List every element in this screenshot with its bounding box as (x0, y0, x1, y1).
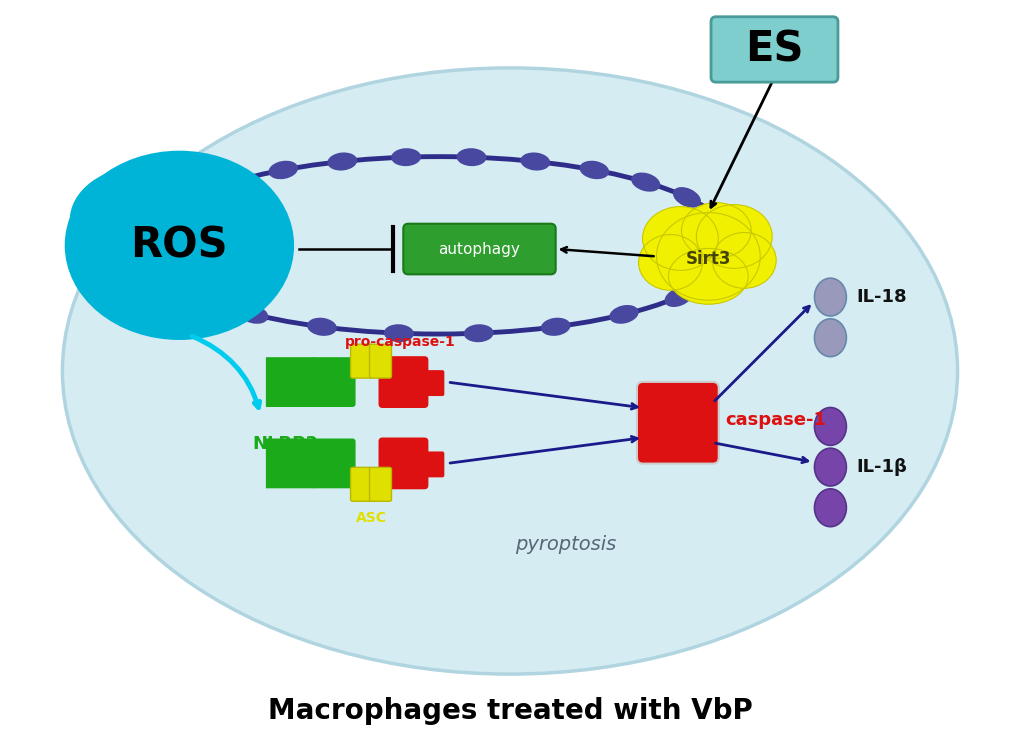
Ellipse shape (184, 287, 213, 307)
Ellipse shape (702, 264, 729, 287)
Ellipse shape (62, 68, 957, 674)
FancyBboxPatch shape (424, 451, 444, 477)
Text: pyroptosis: pyroptosis (515, 535, 615, 554)
Polygon shape (266, 357, 333, 407)
Text: ASC: ASC (356, 511, 386, 525)
Ellipse shape (540, 318, 570, 336)
Ellipse shape (217, 173, 247, 191)
FancyBboxPatch shape (369, 467, 391, 502)
Ellipse shape (457, 148, 486, 166)
Ellipse shape (327, 152, 357, 171)
Ellipse shape (681, 203, 751, 258)
Ellipse shape (664, 287, 692, 307)
Text: autophagy: autophagy (438, 242, 520, 257)
Ellipse shape (64, 151, 293, 340)
FancyBboxPatch shape (424, 370, 444, 396)
FancyBboxPatch shape (636, 382, 718, 464)
Ellipse shape (176, 187, 205, 208)
Ellipse shape (149, 264, 174, 287)
Ellipse shape (608, 305, 638, 324)
Ellipse shape (642, 206, 717, 270)
Text: pro-caspase-1: pro-caspase-1 (344, 335, 455, 349)
Ellipse shape (268, 161, 298, 179)
FancyBboxPatch shape (351, 344, 372, 378)
FancyBboxPatch shape (403, 224, 555, 275)
Ellipse shape (520, 152, 549, 171)
Ellipse shape (383, 324, 414, 342)
Ellipse shape (238, 305, 268, 324)
Ellipse shape (702, 203, 729, 227)
Ellipse shape (149, 203, 174, 227)
Ellipse shape (69, 165, 219, 275)
Text: IL-1β: IL-1β (856, 458, 906, 476)
Text: IL-18: IL-18 (856, 288, 906, 306)
Text: ES: ES (745, 28, 803, 70)
Ellipse shape (667, 249, 748, 304)
Text: Macrophages treated with VbP: Macrophages treated with VbP (267, 697, 752, 725)
FancyBboxPatch shape (351, 467, 372, 502)
FancyBboxPatch shape (369, 344, 391, 378)
Ellipse shape (464, 324, 493, 342)
Ellipse shape (307, 318, 336, 336)
Ellipse shape (656, 213, 759, 301)
Ellipse shape (145, 161, 274, 270)
Ellipse shape (150, 220, 259, 320)
FancyBboxPatch shape (312, 439, 356, 488)
Ellipse shape (673, 187, 700, 208)
Ellipse shape (711, 232, 775, 289)
Text: NLRP3: NLRP3 (252, 435, 317, 453)
Ellipse shape (390, 148, 421, 166)
Text: caspase-1: caspase-1 (725, 411, 826, 429)
Polygon shape (266, 439, 333, 488)
FancyBboxPatch shape (378, 356, 428, 408)
Ellipse shape (813, 319, 846, 357)
Ellipse shape (813, 407, 846, 445)
Ellipse shape (579, 161, 608, 179)
Ellipse shape (813, 448, 846, 486)
Ellipse shape (638, 234, 702, 290)
Ellipse shape (813, 489, 846, 527)
Ellipse shape (85, 226, 214, 325)
FancyBboxPatch shape (710, 17, 838, 82)
Text: ROS: ROS (130, 224, 228, 266)
Ellipse shape (696, 205, 771, 269)
Text: Sirt3: Sirt3 (685, 250, 731, 269)
Ellipse shape (631, 173, 659, 191)
FancyBboxPatch shape (312, 357, 356, 407)
FancyBboxPatch shape (378, 438, 428, 489)
Ellipse shape (813, 278, 846, 316)
